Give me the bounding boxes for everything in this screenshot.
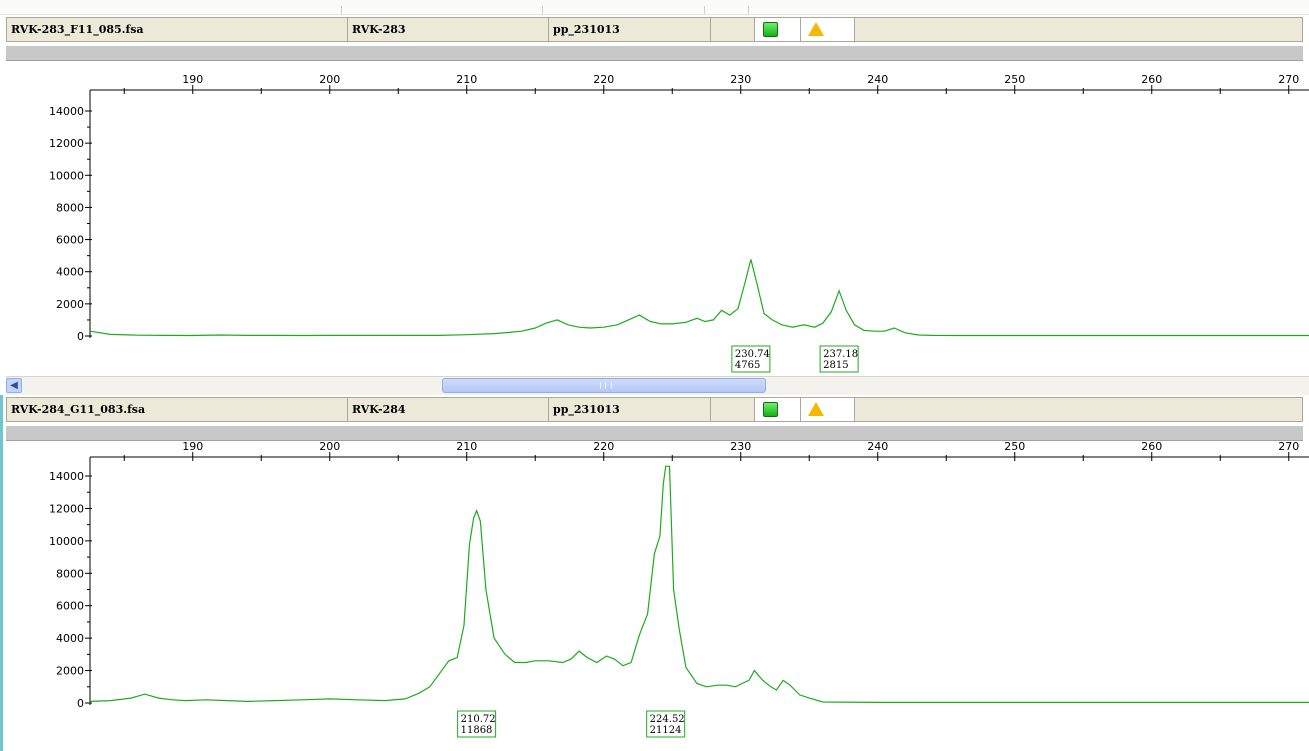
trace-line [89, 465, 1309, 703]
file-name-cell[interactable]: RVK-284_G11_083.fsa [7, 398, 348, 421]
x-tick-label: 220 [593, 73, 614, 86]
x-tick-label: 190 [182, 73, 203, 86]
electropherogram-plot-1[interactable]: 190 200 210 220 230 240 250 260 270 0 2000 4000 6000… [0, 61, 1309, 375]
x-tick-label: 270 [1278, 441, 1299, 453]
x-tick-label: 250 [1004, 73, 1025, 86]
status-ok-cell[interactable] [755, 18, 801, 41]
scroll-left-arrow-icon[interactable]: ◀ [6, 378, 22, 393]
top-column-strip [0, 0, 1309, 15]
electropherogram-panel-1[interactable]: RVK-283_F11_085.fsa RVK-283 pp_231013 19… [0, 15, 1309, 376]
sample-header-row[interactable]: RVK-284_G11_083.fsa RVK-284 pp_231013 [6, 397, 1303, 422]
y-tick-label: 10000 [49, 169, 84, 182]
x-tick-label: 230 [730, 73, 751, 86]
peak-height-label: 21124 [650, 725, 682, 736]
y-tick-label: 2000 [56, 665, 84, 678]
x-tick-label: 210 [456, 73, 477, 86]
y-tick-label: 14000 [49, 470, 84, 483]
peak-label-box [457, 710, 497, 738]
y-tick-label: 6000 [56, 234, 84, 247]
x-tick-label: 230 [730, 441, 751, 453]
y-tick-label: 6000 [56, 600, 84, 613]
horizontal-scrollbar[interactable]: ◀ [6, 376, 1309, 395]
y-tick-label: 8000 [56, 567, 84, 580]
header-filler [855, 18, 1302, 41]
empty-cell [711, 18, 755, 41]
y-tick-label: 2000 [56, 298, 84, 311]
x-tick-label: 200 [319, 73, 340, 86]
x-tick-label: 260 [1141, 73, 1162, 86]
x-tick-label: 190 [182, 441, 203, 453]
y-tick-label: 0 [77, 330, 84, 343]
electropherogram-panel-2[interactable]: RVK-284_G11_083.fsa RVK-284 pp_231013 19… [0, 395, 1309, 751]
empty-cell [711, 398, 755, 421]
y-tick-label: 4000 [56, 266, 84, 279]
warning-triangle-icon[interactable] [808, 22, 824, 36]
peak-size-label: 210.72 [461, 714, 496, 725]
sample-name-cell[interactable]: RVK-283 [348, 18, 549, 41]
x-tick-label: 270 [1278, 73, 1299, 86]
channel-band [6, 46, 1303, 61]
y-tick-label: 12000 [49, 502, 84, 515]
peak-height-label: 4765 [735, 360, 760, 371]
peak-label-box [819, 345, 859, 373]
y-tick-label: 14000 [49, 105, 84, 118]
peak-size-label: 224.52 [650, 714, 685, 725]
sample-name-cell[interactable]: RVK-284 [348, 398, 549, 421]
peak-label-box [731, 345, 771, 373]
channel-band [6, 426, 1303, 441]
peak-height-label: 11868 [461, 725, 493, 736]
x-tick-label: 250 [1004, 441, 1025, 453]
ok-green-square-icon[interactable] [763, 22, 778, 37]
y-tick-label: 12000 [49, 137, 84, 150]
electropherogram-plot-2[interactable]: 190 200 210 220 230 240 250 260 270 0 2000 4000 6000… [0, 441, 1309, 751]
y-tick-label: 8000 [56, 201, 84, 214]
x-tick-label: 200 [319, 441, 340, 453]
panel-name-cell[interactable]: pp_231013 [549, 398, 711, 421]
file-name-cell[interactable]: RVK-283_F11_085.fsa [7, 18, 348, 41]
panel-name-cell[interactable]: pp_231013 [549, 18, 711, 41]
x-tick-label: 220 [593, 441, 614, 453]
x-tick-label: 260 [1141, 441, 1162, 453]
y-tick-label: 10000 [49, 535, 84, 548]
grip-icon [600, 382, 612, 389]
scroll-thumb[interactable] [442, 378, 766, 393]
x-tick-label: 240 [867, 73, 888, 86]
peak-size-label: 237.18 [823, 349, 858, 360]
peak-label-box [646, 710, 686, 738]
y-tick-label: 0 [77, 697, 84, 710]
status-ok-cell[interactable] [755, 398, 801, 421]
peak-size-label: 230.74 [735, 349, 770, 360]
x-tick-label: 240 [867, 441, 888, 453]
x-tick-label: 210 [456, 441, 477, 453]
peak-height-label: 2815 [823, 360, 848, 371]
trace-line [89, 259, 1309, 337]
y-tick-label: 4000 [56, 632, 84, 645]
header-filler [855, 398, 1302, 421]
sample-header-row[interactable]: RVK-283_F11_085.fsa RVK-283 pp_231013 [6, 17, 1303, 42]
ok-green-square-icon[interactable] [763, 402, 778, 417]
warning-triangle-icon[interactable] [808, 402, 824, 416]
